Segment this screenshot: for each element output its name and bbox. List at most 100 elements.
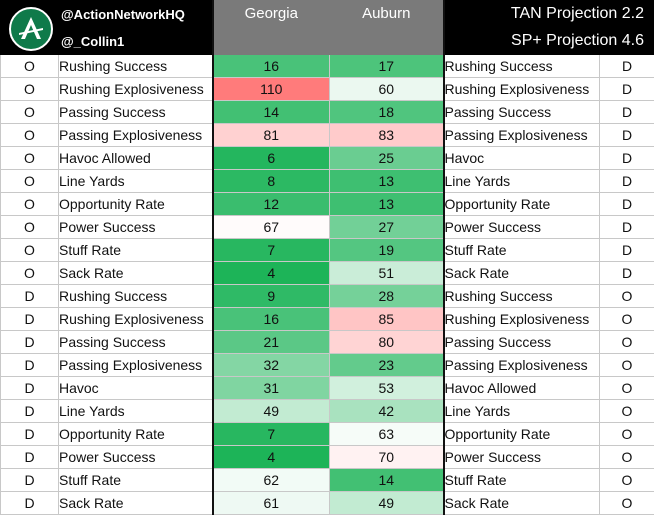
team-header-georgia: Georgia [211,0,330,55]
metric-right-cell: Rushing Success [443,284,600,308]
side-right-cell: O [599,491,654,515]
auburn-rank-cell: 17 [329,54,445,78]
side-left-cell: O [0,100,59,124]
georgia-rank-cell: 62 [211,468,330,492]
team-header-auburn: Auburn [329,0,445,55]
metric-right-cell: Rushing Explosiveness [443,307,600,331]
metric-left-cell: Passing Success [58,100,213,124]
table-row: O Stuff Rate 7 19 Stuff Rate D [0,238,654,262]
side-left-cell: D [0,468,59,492]
side-left-cell: O [0,215,59,239]
auburn-rank-cell: 23 [329,353,445,377]
side-left-cell: D [0,399,59,423]
georgia-rank-cell: 12 [211,192,330,216]
auburn-rank-cell: 85 [329,307,445,331]
metric-right-cell: Passing Success [443,330,600,354]
table-row: O Passing Explosiveness 81 83 Passing Explos… [0,123,654,147]
side-left-cell: D [0,307,59,331]
auburn-rank-cell: 18 [329,100,445,124]
auburn-rank-cell: 13 [329,192,445,216]
auburn-rank-cell: 49 [329,491,445,515]
side-left-cell: O [0,123,59,147]
metric-left-cell: Havoc [58,376,213,400]
metric-left-cell: Opportunity Rate [58,422,213,446]
table-row: O Line Yards 8 13 Line Yards D [0,169,654,193]
side-right-cell: D [599,169,654,193]
georgia-rank-cell: 7 [211,422,330,446]
metric-left-cell: Passing Explosiveness [58,123,213,147]
auburn-rank-cell: 13 [329,169,445,193]
metric-right-cell: Stuff Rate [443,238,600,262]
table-row: D Rushing Success 9 28 Rushing Success O [0,284,654,308]
metric-right-cell: Sack Rate [443,491,600,515]
metric-left-cell: Line Yards [58,169,213,193]
metric-right-cell: Rushing Explosiveness [443,77,600,101]
sp-projection: SP+ Projection 4.6 [443,27,654,55]
auburn-rank-cell: 19 [329,238,445,262]
action-network-logo-icon [9,7,53,51]
georgia-rank-cell: 4 [211,261,330,285]
table-row: D Sack Rate 61 49 Sack Rate O [0,491,654,515]
metric-left-cell: Power Success [58,215,213,239]
auburn-rank-cell: 42 [329,399,445,423]
auburn-rank-cell: 70 [329,445,445,469]
handle-primary: @ActionNetworkHQ [58,0,213,28]
metric-left-cell: Sack Rate [58,261,213,285]
metric-left-cell: Passing Success [58,330,213,354]
side-left-cell: O [0,54,59,78]
metric-left-cell: Rushing Success [58,54,213,78]
georgia-rank-cell: 61 [211,491,330,515]
header-row-2: @_Collin1 SP+ Projection 4.6 [1,27,654,55]
side-right-cell: D [599,215,654,239]
logo-cell [0,0,59,55]
auburn-rank-cell: 51 [329,261,445,285]
handle-secondary: @_Collin1 [58,27,213,55]
metric-right-cell: Stuff Rate [443,468,600,492]
table-row: O Power Success 67 27 Power Success D [0,215,654,239]
georgia-rank-cell: 14 [211,100,330,124]
side-right-cell: O [599,284,654,308]
metric-right-cell: Passing Success [443,100,600,124]
side-left-cell: O [0,146,59,170]
auburn-rank-cell: 14 [329,468,445,492]
side-right-cell: D [599,77,654,101]
side-left-cell: O [0,77,59,101]
table-row: O Havoc Allowed 6 25 Havoc D [0,146,654,170]
metric-right-cell: Line Yards [443,399,600,423]
table-row: D Passing Explosiveness 32 23 Passing Explos… [0,353,654,377]
metric-left-cell: Rushing Success [58,284,213,308]
table-row: D Rushing Explosiveness 16 85 Rushing Explos… [0,307,654,331]
metric-left-cell: Power Success [58,445,213,469]
side-right-cell: O [599,307,654,331]
side-left-cell: O [0,238,59,262]
georgia-rank-cell: 31 [211,376,330,400]
side-left-cell: D [0,330,59,354]
side-left-cell: D [0,422,59,446]
georgia-rank-cell: 16 [211,307,330,331]
metric-right-cell: Power Success [443,215,600,239]
metric-left-cell: Passing Explosiveness [58,353,213,377]
side-left-cell: O [0,169,59,193]
side-right-cell: O [599,445,654,469]
table-row: D Line Yards 49 42 Line Yards O [0,399,654,423]
side-right-cell: O [599,353,654,377]
tan-projection: TAN Projection 2.2 [443,0,654,28]
auburn-rank-cell: 63 [329,422,445,446]
table-row: D Power Success 4 70 Power Success O [0,445,654,469]
metric-right-cell: Rushing Success [443,54,600,78]
metric-right-cell: Opportunity Rate [443,192,600,216]
table-row: D Havoc 31 53 Havoc Allowed O [0,376,654,400]
side-right-cell: D [599,238,654,262]
metric-left-cell: Havoc Allowed [58,146,213,170]
side-right-cell: D [599,192,654,216]
metric-left-cell: Stuff Rate [58,238,213,262]
auburn-rank-cell: 60 [329,77,445,101]
auburn-rank-cell: 28 [329,284,445,308]
metric-right-cell: Passing Explosiveness [443,353,600,377]
header-row-1: @ActionNetworkHQ Georgia Auburn TAN Proj… [0,0,654,55]
metric-left-cell: Rushing Explosiveness [58,77,213,101]
table-row: O Rushing Success 16 17 Rushing Success D [0,54,654,78]
metric-right-cell: Havoc [443,146,600,170]
side-left-cell: D [0,353,59,377]
